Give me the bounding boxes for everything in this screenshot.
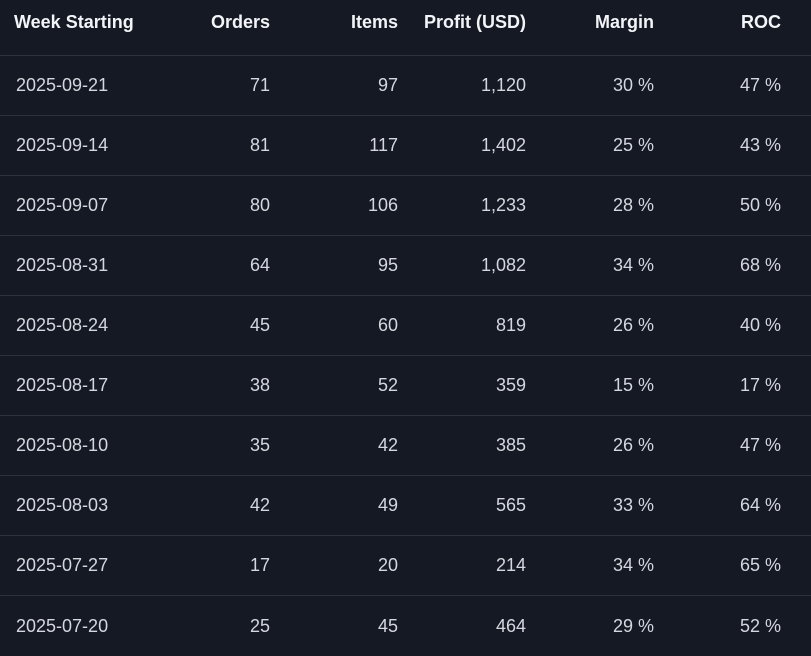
- cell-roc: 43 %: [739, 135, 781, 155]
- cell-orders: 25: [249, 615, 270, 636]
- cell-margin: 29 %: [612, 615, 654, 636]
- table-row: 2025-07-20 25 45 464 29 % 52 %: [0, 596, 811, 656]
- cell-profit: 464: [495, 615, 526, 636]
- cell-margin: 30 %: [612, 75, 654, 95]
- table-row: 2025-09-14 81 117 1,402 25 % 43 %: [0, 116, 811, 176]
- cell-week-starting: 2025-09-14: [16, 135, 109, 155]
- cell-profit: 1,233: [480, 195, 526, 215]
- cell-margin: 25 %: [612, 135, 654, 155]
- table-row: 2025-08-17 38 52 359 15 % 17 %: [0, 356, 811, 416]
- cell-roc: 64 %: [739, 495, 781, 515]
- header-profit[interactable]: Profit (USD): [424, 12, 526, 32]
- cell-week-starting: 2025-08-31: [16, 255, 109, 275]
- header-orders[interactable]: Orders: [210, 12, 270, 32]
- cell-margin: 28 %: [612, 195, 654, 215]
- cell-week-starting: 2025-07-27: [16, 555, 109, 575]
- cell-items: 52: [377, 375, 398, 395]
- cell-items: 60: [377, 315, 398, 335]
- cell-week-starting: 2025-08-24: [16, 315, 109, 335]
- cell-margin: 26 %: [612, 435, 654, 455]
- cell-orders: 42: [249, 495, 270, 515]
- table-row: 2025-09-21 71 97 1,120 30 % 47 %: [0, 56, 811, 116]
- cell-margin: 34 %: [612, 255, 654, 275]
- cell-week-starting: 2025-07-20: [16, 615, 109, 636]
- cell-profit: 565: [495, 495, 526, 515]
- cell-orders: 71: [249, 75, 270, 95]
- cell-profit: 214: [495, 555, 526, 575]
- cell-items: 106: [367, 195, 398, 215]
- cell-margin: 33 %: [612, 495, 654, 515]
- cell-week-starting: 2025-08-10: [16, 435, 109, 455]
- cell-orders: 64: [249, 255, 270, 275]
- cell-orders: 17: [249, 555, 270, 575]
- cell-profit: 1,402: [480, 135, 526, 155]
- table-row: 2025-08-31 64 95 1,082 34 % 68 %: [0, 236, 811, 296]
- table-row: 2025-08-10 35 42 385 26 % 47 %: [0, 416, 811, 476]
- table-row: 2025-08-03 42 49 565 33 % 64 %: [0, 476, 811, 536]
- cell-profit: 385: [495, 435, 526, 455]
- cell-items: 20: [377, 555, 398, 575]
- cell-orders: 45: [249, 315, 270, 335]
- table-row: 2025-09-07 80 106 1,233 28 % 50 %: [0, 176, 811, 236]
- cell-orders: 35: [249, 435, 270, 455]
- cell-profit: 819: [495, 315, 526, 335]
- cell-margin: 26 %: [612, 315, 654, 335]
- cell-roc: 47 %: [739, 435, 781, 455]
- header-margin[interactable]: Margin: [594, 12, 654, 32]
- cell-items: 45: [377, 615, 398, 636]
- cell-items: 97: [377, 75, 398, 95]
- cell-week-starting: 2025-08-03: [16, 495, 109, 515]
- header-week-starting[interactable]: Week Starting: [14, 12, 134, 32]
- cell-orders: 80: [249, 195, 270, 215]
- cell-week-starting: 2025-09-21: [16, 75, 109, 95]
- cell-roc: 68 %: [739, 255, 781, 275]
- cell-roc: 47 %: [739, 75, 781, 95]
- cell-items: 95: [377, 255, 398, 275]
- cell-roc: 65 %: [739, 555, 781, 575]
- cell-week-starting: 2025-09-07: [16, 195, 109, 215]
- header-roc[interactable]: ROC: [741, 12, 781, 32]
- cell-week-starting: 2025-08-17: [16, 375, 109, 395]
- table-header-row: Week Starting Orders Items Profit (USD) …: [0, 0, 811, 56]
- cell-roc: 50 %: [739, 195, 781, 215]
- cell-profit: 359: [495, 375, 526, 395]
- table-row: 2025-07-27 17 20 214 34 % 65 %: [0, 536, 811, 596]
- cell-items: 49: [377, 495, 398, 515]
- cell-roc: 17 %: [739, 375, 781, 395]
- cell-margin: 34 %: [612, 555, 654, 575]
- cell-roc: 40 %: [739, 315, 781, 335]
- cell-items: 117: [369, 135, 398, 155]
- cell-roc: 52 %: [739, 615, 781, 636]
- cell-profit: 1,120: [480, 75, 526, 95]
- cell-orders: 38: [249, 375, 270, 395]
- cell-orders: 81: [249, 135, 270, 155]
- header-items[interactable]: Items: [350, 12, 398, 32]
- cell-profit: 1,082: [480, 255, 526, 275]
- table-row: 2025-08-24 45 60 819 26 % 40 %: [0, 296, 811, 356]
- cell-margin: 15 %: [612, 375, 654, 395]
- cell-items: 42: [377, 435, 398, 455]
